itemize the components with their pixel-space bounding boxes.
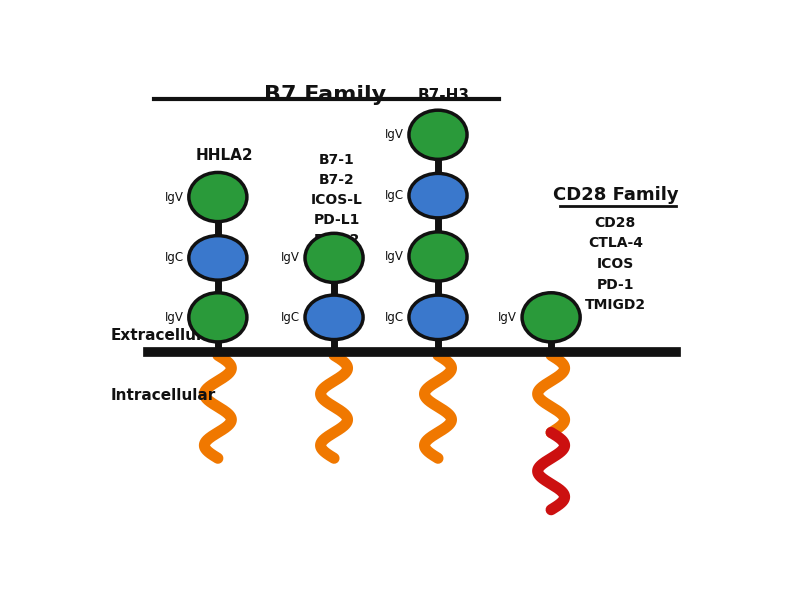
Text: IgV: IgV [385, 128, 404, 141]
Text: IgV: IgV [165, 190, 184, 204]
Text: Extracellular: Extracellular [110, 328, 220, 343]
Text: B7-1
B7-2
ICOS-L
PD-L1
PD-L2
B7x: B7-1 B7-2 ICOS-L PD-L1 PD-L2 B7x [311, 153, 363, 267]
Text: IgV: IgV [499, 311, 517, 324]
Ellipse shape [409, 110, 467, 159]
Ellipse shape [409, 295, 467, 340]
Ellipse shape [305, 295, 363, 340]
Text: IgC: IgC [165, 251, 184, 264]
Text: IgV: IgV [165, 311, 184, 324]
Text: IgV: IgV [385, 250, 404, 263]
Ellipse shape [409, 232, 467, 281]
Ellipse shape [522, 293, 580, 342]
Ellipse shape [189, 236, 247, 280]
Text: IgC: IgC [385, 311, 404, 324]
Text: HHLA2: HHLA2 [195, 148, 252, 163]
Text: Intracellular: Intracellular [110, 389, 216, 404]
Text: IgC: IgC [385, 189, 404, 202]
Text: B7-H3: B7-H3 [418, 88, 470, 103]
Text: IgC: IgC [281, 311, 300, 324]
Ellipse shape [189, 293, 247, 342]
Text: CD28
CTLA-4
ICOS
PD-1
TMIGD2: CD28 CTLA-4 ICOS PD-1 TMIGD2 [585, 216, 646, 312]
Text: B7 Family: B7 Family [264, 85, 386, 105]
Text: CD28 Family: CD28 Family [552, 186, 678, 204]
Text: IgV: IgV [281, 251, 300, 264]
Ellipse shape [305, 233, 363, 283]
Ellipse shape [189, 173, 247, 221]
Ellipse shape [409, 173, 467, 218]
